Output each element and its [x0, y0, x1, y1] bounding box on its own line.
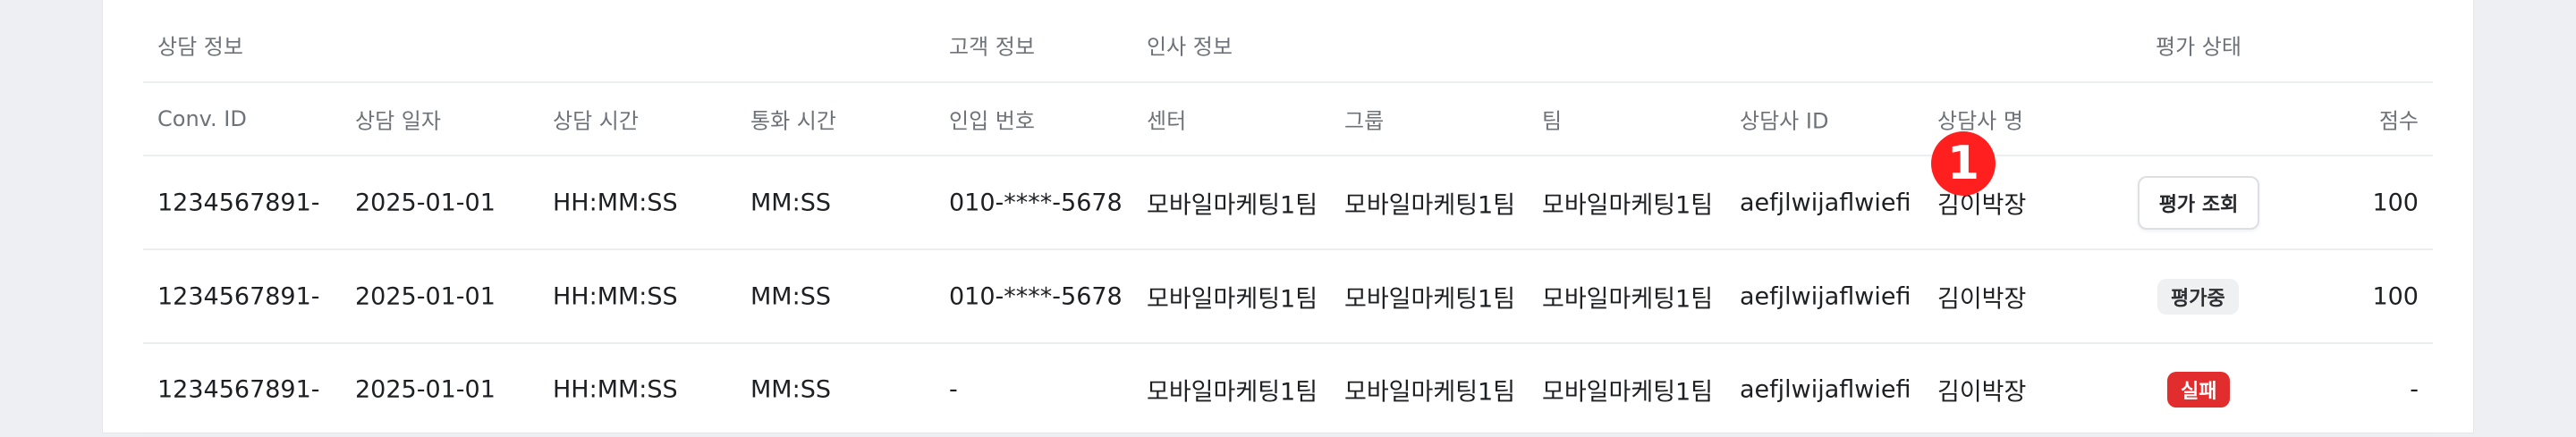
cell-agent-name: 김이박장: [1937, 378, 2027, 407]
cell-duration: MM:SS: [750, 189, 831, 216]
cell-agent-id: aefjlwijaflwiefi: [1740, 189, 1911, 216]
group-eval-status: 평가 상태: [2156, 34, 2241, 60]
col-score: 점수: [2378, 108, 2419, 134]
cell-duration: MM:SS: [750, 282, 831, 310]
col-center: 센터: [1147, 108, 1187, 134]
cell-conv-id: 1234567891-: [157, 189, 320, 216]
group-customer-info: 고객 정보: [949, 34, 1035, 60]
cell-score: 100: [2372, 189, 2419, 216]
consultation-table: 상담 정보 고객 정보 인사 정보 평가 상태 Conv. ID 상담 일자 상…: [143, 0, 2433, 437]
cell-time: HH:MM:SS: [553, 282, 678, 310]
cell-phone: 010-****-5678: [949, 282, 1123, 310]
cell-score: 100: [2372, 282, 2419, 310]
col-call-duration: 통화 시간: [750, 108, 836, 134]
group-hr-info: 인사 정보: [1147, 34, 1233, 60]
cell-time: HH:MM:SS: [553, 375, 678, 404]
group-consult-info: 상담 정보: [157, 34, 243, 60]
cell-date: 2025-01-01: [355, 189, 496, 216]
table-row: 1234567891- 2025-01-01 HH:MM:SS MM:SS 01…: [143, 156, 2433, 250]
col-inbound-number: 인입 번호: [949, 108, 1035, 134]
group-header-row: 상담 정보 고객 정보 인사 정보 평가 상태: [143, 0, 2433, 83]
col-agent-name: 상담사 명: [1937, 108, 2023, 134]
col-consult-date: 상담 일자: [355, 108, 441, 134]
cell-duration: MM:SS: [750, 375, 831, 404]
content-panel: [103, 0, 2473, 433]
cell-agent-id: aefjlwijaflwiefi: [1740, 375, 1911, 404]
cell-team: 모바일마케팅1팀: [1542, 378, 1714, 407]
status-badge-failed: 실패: [2167, 372, 2231, 408]
cell-time: HH:MM:SS: [553, 189, 678, 216]
cell-conv-id: 1234567891-: [157, 282, 320, 310]
cell-date: 2025-01-01: [355, 282, 496, 310]
cell-group: 모바일마케팅1팀: [1344, 191, 1516, 219]
cell-score: -: [2410, 375, 2419, 404]
cell-agent-name: 김이박장: [1937, 285, 2027, 313]
col-consult-time: 상담 시간: [553, 108, 639, 134]
cell-agent-name: 김이박장: [1937, 191, 2027, 219]
cell-agent-id: aefjlwijaflwiefi: [1740, 282, 1911, 310]
table-row: 1234567891- 2025-01-01 HH:MM:SS MM:SS 01…: [143, 250, 2433, 344]
cell-group: 모바일마케팅1팀: [1344, 378, 1516, 407]
cell-phone: -: [949, 375, 958, 404]
cell-group: 모바일마케팅1팀: [1344, 285, 1516, 313]
col-team: 팀: [1542, 108, 1563, 134]
view-evaluation-button[interactable]: 평가 조회: [2138, 175, 2259, 230]
col-agent-id: 상담사 ID: [1740, 108, 1829, 134]
table-row: 1234567891- 2025-01-01 HH:MM:SS MM:SS - …: [143, 344, 2433, 437]
cell-center: 모바일마케팅1팀: [1147, 378, 1318, 407]
annotation-marker-1: 1: [1931, 131, 1996, 196]
cell-date: 2025-01-01: [355, 375, 496, 404]
cell-center: 모바일마케팅1팀: [1147, 285, 1318, 313]
cell-team: 모바일마케팅1팀: [1542, 191, 1714, 219]
cell-conv-id: 1234567891-: [157, 375, 320, 404]
status-badge-in-progress: 평가중: [2157, 278, 2239, 315]
cell-team: 모바일마케팅1팀: [1542, 285, 1714, 313]
cell-center: 모바일마케팅1팀: [1147, 191, 1318, 219]
col-conv-id: Conv. ID: [157, 106, 247, 131]
cell-phone: 010-****-5678: [949, 189, 1123, 216]
col-group: 그룹: [1344, 108, 1385, 134]
column-header-row: Conv. ID 상담 일자 상담 시간 통화 시간 인입 번호 센터 그룹 팀…: [143, 83, 2433, 156]
